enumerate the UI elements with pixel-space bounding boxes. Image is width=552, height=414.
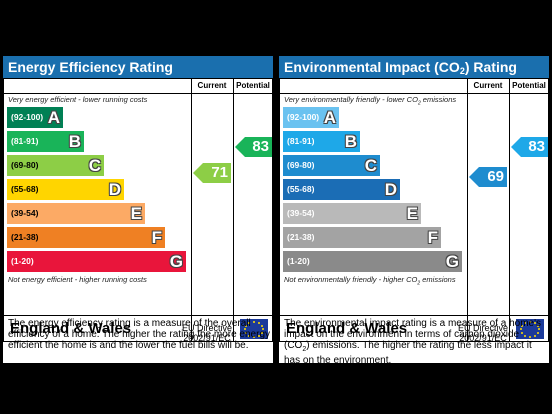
header-divider (4, 93, 272, 94)
environment-rating-grid: Current Potential Very environmentally f… (279, 78, 549, 343)
band-letter: F (151, 228, 162, 247)
band-range: (55-68) (11, 184, 39, 194)
band-e: (39-54) E (7, 203, 145, 224)
band-range: (81-91) (11, 136, 39, 146)
band-range: (39-54) (11, 208, 39, 218)
band-range: (39-54) (287, 208, 315, 218)
energy-efficiency-title: Energy Efficiency Rating (3, 56, 273, 78)
band-letter: E (130, 204, 142, 223)
band-c: (69-80) C (7, 155, 104, 176)
column-potential-header: Potential (236, 81, 270, 90)
band-range: (81-91) (287, 136, 315, 146)
current-rating-arrow: 69 (469, 167, 507, 187)
divider-potential (233, 79, 234, 341)
divider-current (191, 79, 192, 341)
column-potential-header: Potential (512, 81, 546, 90)
potential-rating-arrow: 83 (235, 137, 272, 157)
band-range: (1-20) (287, 256, 310, 266)
environmental-impact-panel: Environmental Impact (CO2) Rating Curren… (279, 56, 549, 366)
band-range: (92-100) (287, 112, 320, 122)
band-f: (21-38) F (283, 227, 441, 248)
potential-rating-arrow: 83 (511, 137, 548, 157)
environment-description: The environmental impact rating is a mea… (284, 318, 542, 366)
country-label: England & Wales (10, 320, 132, 337)
band-a: (92-100) A (283, 107, 339, 128)
energy-rating-grid: Current Potential Very energy efficient … (3, 78, 273, 343)
footer-divider (4, 315, 272, 316)
energy-description: The energy efficiency rating is a measur… (8, 318, 271, 351)
divider-current (467, 79, 468, 341)
bottom-scale-note: Not energy efficient - higher running co… (8, 275, 147, 284)
band-b: (81-91) B (283, 131, 360, 152)
footer-divider (280, 315, 548, 316)
band-letter: B (68, 132, 81, 151)
band-f: (21-38) F (7, 227, 165, 248)
eu-flag-icon (240, 319, 268, 339)
band-range: (69-80) (11, 160, 39, 170)
header-divider (280, 93, 548, 94)
band-letter: E (406, 204, 418, 223)
band-letter: B (344, 132, 357, 151)
band-letter: D (384, 180, 397, 199)
band-range: (21-38) (11, 232, 39, 242)
band-d: (55-68) D (7, 179, 124, 200)
band-letter: D (108, 180, 121, 199)
top-scale-note: Very energy efficient - lower running co… (8, 95, 148, 104)
band-letter: A (47, 108, 60, 127)
band-g: (1-20) G (7, 251, 186, 272)
divider-potential (509, 79, 510, 341)
band-b: (81-91) B (7, 131, 84, 152)
energy-efficiency-panel: Energy Efficiency Rating Current Potenti… (3, 56, 273, 363)
band-d: (55-68) D (283, 179, 400, 200)
column-current-header: Current (473, 81, 503, 90)
band-g: (1-20) G (283, 251, 462, 272)
country-label: England & Wales (286, 320, 408, 337)
band-letter: G (445, 252, 459, 271)
band-letter: G (169, 252, 183, 271)
band-letter: C (88, 156, 101, 175)
bottom-scale-note: Not environmentally friendly - higher CO… (284, 275, 456, 287)
band-e: (39-54) E (283, 203, 421, 224)
eu-directive-label: EU Directive 2002/91/EC (181, 323, 232, 343)
eu-directive-label: EU Directive 2002/91/EC (457, 323, 508, 343)
column-current-header: Current (197, 81, 227, 90)
environmental-impact-title: Environmental Impact (CO2) Rating (279, 56, 549, 78)
current-rating-arrow: 71 (193, 163, 231, 183)
top-scale-note: Very environmentally friendly - lower CO… (284, 95, 457, 107)
eu-flag-icon (516, 319, 544, 339)
band-letter: A (323, 108, 336, 127)
band-range: (55-68) (287, 184, 315, 194)
band-range: (21-38) (287, 232, 315, 242)
band-letter: F (427, 228, 438, 247)
band-a: (92-100) A (7, 107, 63, 128)
band-range: (92-100) (11, 112, 44, 122)
band-letter: C (364, 156, 377, 175)
band-c: (69-80) C (283, 155, 380, 176)
band-range: (69-80) (287, 160, 315, 170)
band-range: (1-20) (11, 256, 34, 266)
